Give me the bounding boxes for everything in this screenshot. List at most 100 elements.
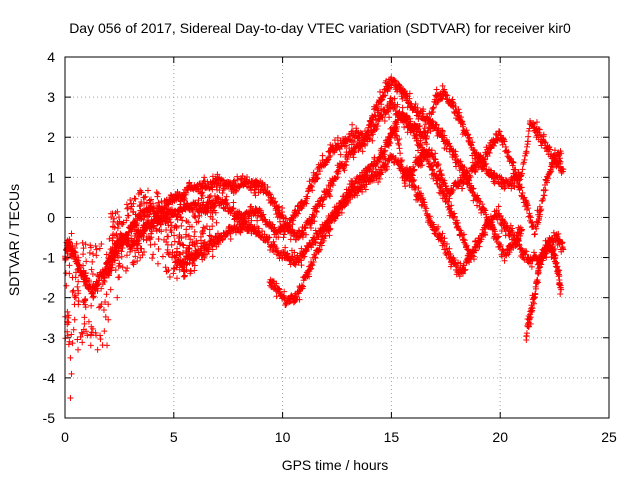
data-point-cloud (213, 243, 220, 250)
data-point-track-e (438, 172, 445, 179)
data-point-track-d (473, 247, 480, 254)
data-point-track-a (281, 231, 288, 238)
data-point-track-a (230, 205, 237, 212)
data-point-track-b (372, 113, 379, 120)
y-tick-label: -3 (43, 330, 56, 346)
data-point-cloud (141, 249, 148, 256)
data-point-cloud (148, 196, 155, 203)
data-point-cloud (67, 241, 74, 248)
data-point-track-e (528, 219, 535, 226)
data-point-track-f (528, 302, 535, 309)
data-point-track-f (527, 314, 534, 321)
data-point-cloud (83, 328, 90, 335)
data-point-cloud (118, 248, 125, 255)
data-point-track-e (425, 147, 432, 154)
data-point-cloud (145, 219, 152, 226)
data-point-track-b (473, 202, 480, 209)
data-point-track-a (334, 134, 341, 141)
data-point-track-c (444, 92, 451, 99)
data-point-track-a (369, 137, 376, 144)
data-point-cloud (143, 212, 150, 219)
data-point-track-d (530, 249, 537, 256)
data-point-cloud (124, 235, 131, 242)
data-point-cloud (68, 331, 75, 338)
data-point-track-c (423, 133, 430, 140)
data-point-cloud (106, 235, 113, 242)
data-point-track-a (373, 126, 380, 132)
data-point-cloud (119, 240, 126, 247)
data-point-track-e (518, 184, 525, 191)
data-point-track-d (326, 232, 333, 239)
data-point-track-b (368, 120, 375, 127)
data-point-track-d (476, 243, 483, 250)
data-point-track-d (504, 223, 511, 230)
data-point-track-c (259, 228, 266, 235)
data-point-cloud (114, 219, 121, 226)
data-point-track-b (327, 193, 334, 200)
data-point-track-e (410, 163, 417, 170)
data-point-cloud (82, 270, 89, 277)
data-point-cloud (185, 232, 192, 239)
data-point-track-c (399, 104, 406, 111)
data-point-track-a (341, 143, 348, 150)
data-point-cloud (199, 192, 206, 199)
data-point-cloud (66, 262, 73, 269)
data-point-scatter (92, 286, 99, 293)
data-point-track-e (392, 124, 399, 131)
data-point-cloud (125, 212, 132, 219)
data-point-cloud (187, 270, 194, 277)
data-point-cloud (65, 312, 72, 319)
data-point-cloud (202, 210, 209, 217)
data-point-cloud (187, 236, 194, 243)
data-point-cloud (158, 213, 165, 220)
data-point-track-c (560, 166, 567, 173)
data-point-track-d (392, 155, 399, 162)
data-point-track-a (247, 203, 254, 210)
data-point-track-b (115, 254, 122, 261)
data-point-cloud (100, 277, 107, 284)
data-point-cloud (106, 254, 113, 261)
data-point-track-d (522, 251, 529, 258)
data-point-track-e (551, 147, 558, 154)
data-point-cloud (204, 194, 211, 201)
data-point-track-a (386, 114, 393, 121)
data-point-cloud (176, 240, 183, 247)
data-point-track-b (475, 195, 482, 202)
data-point-cloud (211, 236, 218, 243)
data-point-cloud (175, 239, 182, 246)
data-point-track-d (426, 213, 433, 220)
data-point-track-b (506, 249, 513, 256)
data-point-track-c (429, 105, 436, 112)
data-point-track-c (209, 246, 216, 253)
data-point-cloud (98, 285, 105, 292)
data-point-cloud (103, 291, 110, 298)
data-point-track-c (540, 133, 547, 140)
data-point-cloud (79, 339, 86, 346)
data-point-cloud (172, 254, 179, 261)
data-point-track-d (532, 252, 539, 259)
data-point-track-e (502, 143, 509, 150)
data-point-cloud (159, 253, 166, 260)
data-point-track-c (535, 126, 542, 133)
data-point-track-d (446, 245, 453, 252)
data-point-track-e (553, 157, 560, 164)
data-point-cloud (80, 251, 87, 258)
data-point-cloud (128, 241, 135, 248)
data-point-track-e (510, 159, 517, 166)
data-point-track-a (301, 199, 308, 206)
x-tick-label: 25 (601, 429, 617, 445)
data-point-cloud (153, 227, 160, 234)
data-point-cloud (171, 224, 178, 231)
data-point-cloud (93, 252, 100, 259)
data-point-track-b (287, 222, 294, 229)
data-point-cloud (183, 231, 190, 238)
data-point-cloud (193, 219, 200, 226)
data-point-track-e (479, 166, 486, 173)
data-point-track-d (460, 270, 467, 277)
data-point-track-a (90, 293, 97, 300)
data-point-track-d (523, 248, 530, 255)
data-point-track-a (353, 125, 360, 132)
data-point-cloud (85, 279, 92, 286)
data-point-track-d (349, 184, 356, 191)
data-point-cloud (137, 207, 144, 214)
